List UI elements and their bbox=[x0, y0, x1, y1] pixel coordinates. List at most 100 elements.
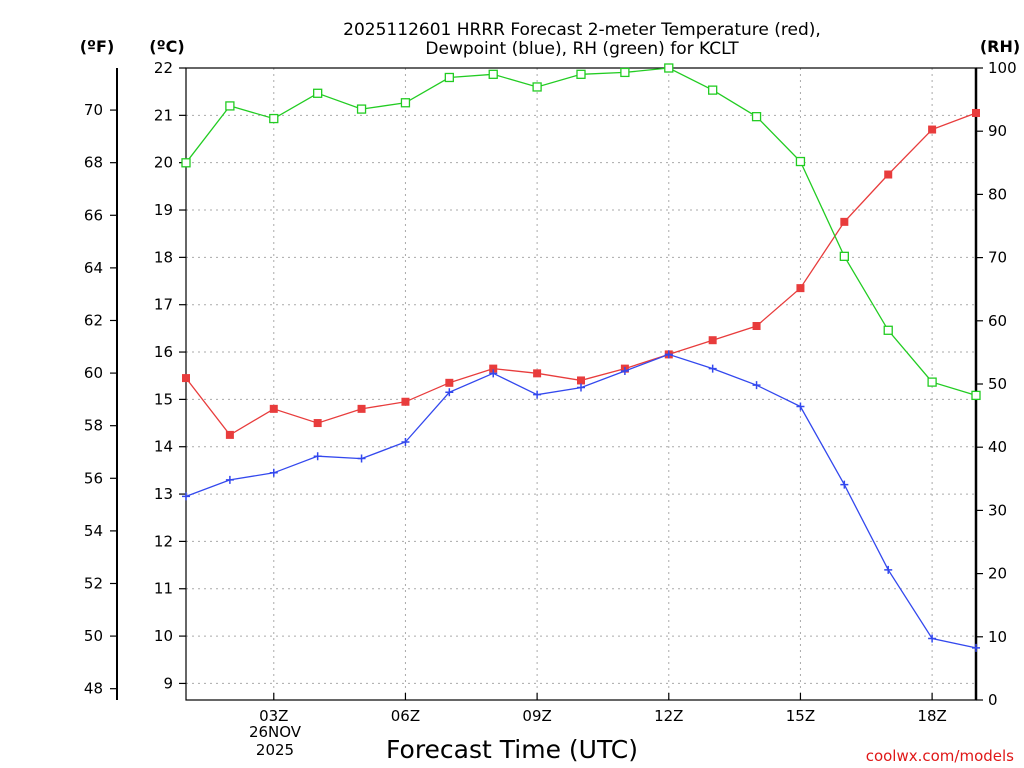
celsius-tick-label: 21 bbox=[154, 106, 173, 124]
rh-point bbox=[269, 113, 279, 124]
x-tick-label: 18Z bbox=[917, 707, 946, 725]
dewpoint-point bbox=[620, 366, 629, 375]
rh-point bbox=[795, 156, 806, 167]
fahrenheit-tick-label: 58 bbox=[84, 417, 103, 435]
fahrenheit-tick-label: 50 bbox=[84, 627, 103, 645]
fahrenheit-unit-label: (ºF) bbox=[80, 37, 115, 56]
temperature-point bbox=[708, 336, 717, 345]
dewpoint-point bbox=[752, 381, 761, 390]
fahrenheit-tick-label: 66 bbox=[84, 206, 103, 224]
temperature-point bbox=[577, 376, 585, 385]
chart-subtitle: Dewpoint (blue), RH (green) for KCLT bbox=[425, 39, 739, 59]
celsius-tick-label: 17 bbox=[154, 296, 173, 314]
dewpoint-point bbox=[533, 390, 542, 399]
temperature-point bbox=[752, 322, 761, 331]
celsius-tick-label: 18 bbox=[154, 248, 173, 266]
celsius-tick-label: 14 bbox=[154, 438, 173, 456]
temperature-point bbox=[401, 397, 410, 406]
rh-tick-label: 40 bbox=[988, 438, 1007, 456]
rh-point bbox=[708, 85, 718, 95]
fahrenheit-tick-label: 68 bbox=[84, 154, 103, 172]
rh-tick-label: 0 bbox=[988, 691, 998, 709]
rh-point bbox=[444, 72, 454, 83]
fahrenheit-tick-label: 60 bbox=[84, 364, 103, 382]
rh-point bbox=[181, 158, 191, 168]
dewpoint-series bbox=[182, 350, 980, 652]
dewpoint-point bbox=[445, 388, 454, 397]
rh-tick-label: 30 bbox=[988, 501, 1007, 519]
celsius-tick-label: 15 bbox=[154, 390, 173, 408]
celsius-tick-label: 12 bbox=[154, 532, 173, 550]
celsius-unit-label: (ºC) bbox=[149, 37, 184, 56]
rh-point bbox=[883, 325, 893, 335]
x-tick-label: 12Z bbox=[654, 707, 683, 725]
temperature-point bbox=[182, 374, 190, 383]
x-tick-label: 06Z bbox=[391, 707, 420, 725]
rh-point bbox=[532, 82, 542, 92]
date-label-year: 2025 bbox=[256, 741, 294, 759]
celsius-tick-label: 13 bbox=[154, 485, 173, 503]
rh-point bbox=[356, 104, 367, 114]
celsius-tick-label: 22 bbox=[154, 59, 173, 77]
rh-point bbox=[971, 390, 981, 401]
rh-tick-label: 50 bbox=[988, 375, 1007, 393]
temperature-point bbox=[445, 378, 454, 387]
rh-tick-label: 60 bbox=[988, 312, 1007, 330]
temperature-point bbox=[489, 364, 498, 373]
dewpoint-line bbox=[185, 353, 977, 649]
celsius-tick-label: 20 bbox=[154, 154, 173, 172]
temperature-point bbox=[357, 404, 366, 413]
rh-point bbox=[620, 67, 630, 78]
dewpoint-point bbox=[708, 364, 717, 373]
rh-tick-label: 20 bbox=[988, 565, 1007, 583]
rh-unit-label: (RH) bbox=[980, 37, 1020, 56]
rh-point bbox=[664, 63, 674, 73]
temperature-point bbox=[533, 369, 542, 378]
celsius-tick-label: 19 bbox=[154, 201, 173, 219]
fahrenheit-tick-label: 62 bbox=[84, 311, 103, 329]
temperature-point bbox=[313, 419, 322, 428]
celsius-tick-label: 10 bbox=[154, 627, 173, 645]
fahrenheit-tick-label: 48 bbox=[84, 680, 103, 698]
date-label-day: 26NOV bbox=[249, 723, 302, 741]
x-axis-title: Forecast Time (UTC) bbox=[386, 735, 638, 764]
fahrenheit-tick-label: 56 bbox=[84, 469, 103, 487]
temperature-point bbox=[796, 284, 805, 293]
dewpoint-point bbox=[664, 350, 673, 359]
celsius-tick-label: 16 bbox=[154, 343, 173, 361]
fahrenheit-tick-label: 64 bbox=[84, 259, 103, 277]
dewpoint-point bbox=[796, 402, 805, 411]
rh-point bbox=[313, 88, 323, 98]
rh-tick-label: 70 bbox=[988, 249, 1007, 267]
fahrenheit-tick-label: 70 bbox=[84, 101, 103, 119]
dewpoint-point bbox=[972, 643, 980, 652]
x-tick-label: 15Z bbox=[786, 707, 815, 725]
dewpoint-point bbox=[357, 454, 366, 463]
dewpoint-point bbox=[840, 480, 849, 489]
dewpoint-point bbox=[884, 565, 893, 574]
rh-tick-label: 90 bbox=[988, 122, 1007, 140]
temperature-point bbox=[840, 217, 849, 226]
rh-tick-label: 80 bbox=[988, 185, 1007, 203]
rh-point bbox=[400, 98, 411, 108]
rh-point bbox=[751, 112, 762, 122]
x-tick-label: 03Z bbox=[259, 707, 288, 725]
temperature-point bbox=[928, 125, 937, 134]
temperature-point bbox=[972, 108, 980, 117]
rh-line bbox=[185, 67, 977, 397]
dewpoint-point bbox=[401, 437, 410, 446]
dewpoint-point bbox=[225, 475, 234, 484]
dewpoint-point bbox=[489, 369, 498, 378]
celsius-tick-label: 11 bbox=[154, 580, 173, 598]
dewpoint-point bbox=[182, 492, 190, 501]
credit-link[interactable]: coolwx.com/models bbox=[866, 747, 1014, 765]
rh-series bbox=[181, 63, 981, 401]
series-layer bbox=[181, 63, 981, 652]
dewpoint-point bbox=[269, 468, 278, 477]
dewpoint-point bbox=[928, 634, 937, 643]
rh-tick-label: 100 bbox=[988, 59, 1017, 77]
temperature-series bbox=[182, 108, 980, 439]
dewpoint-point bbox=[313, 452, 322, 461]
fahrenheit-tick-label: 54 bbox=[84, 522, 103, 540]
